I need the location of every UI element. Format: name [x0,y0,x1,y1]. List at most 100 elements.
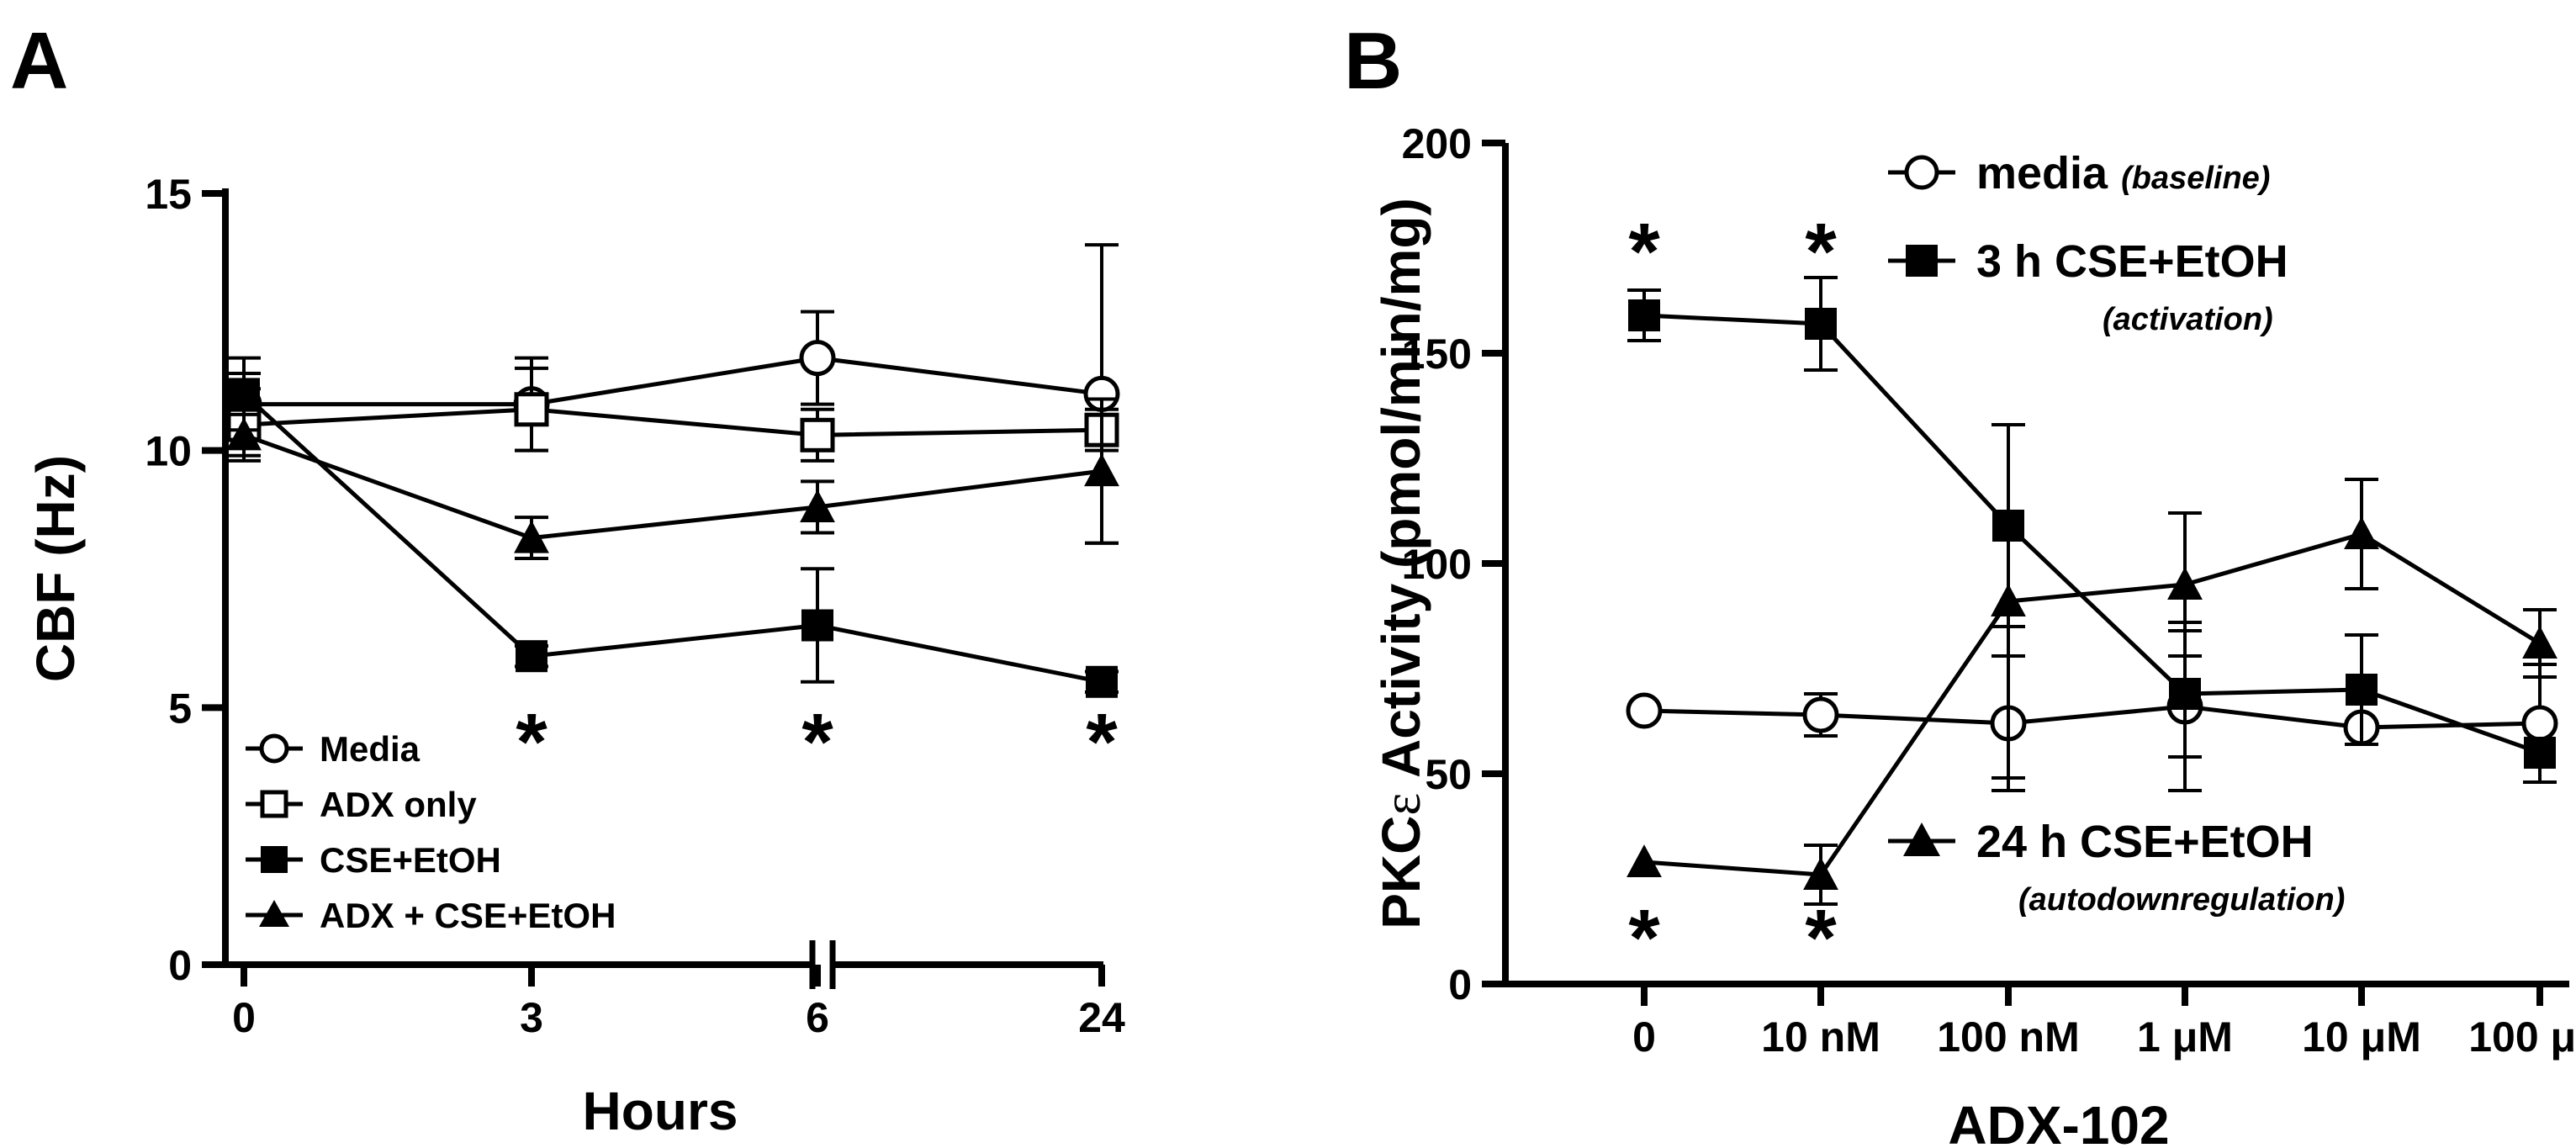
legend-a-adx-only: ADX only [246,785,477,824]
b-x-tick-label: 1 μM [2137,1013,2233,1061]
panel-a-ylabel: CBF (Hz) [25,455,86,682]
panel-b-xlabel: ADX-102 [1948,1095,2169,1148]
series-line [1643,532,2542,877]
panel-b-ylabel-prefix: PKC [1371,816,1431,929]
legend-b-media-label: media (baseline) [1976,148,2270,198]
b-x-tick-label: 100 μM [2468,1013,2576,1061]
legend-b-3h: 3 h CSE+EtOH (activation) [1888,236,2288,337]
b-x-tick-label: 10 nM [1761,1013,1880,1061]
a-x-tick-label: 24 [1078,994,1125,1041]
legend-a-adx-cse-etoh: ADX + CSE+EtOH [246,896,616,935]
data-point-filled-square [2169,678,2201,710]
legend-b-media-sub: (baseline) [2121,161,2270,196]
b-x-tick-label: 100 nM [1937,1013,2080,1061]
series-line [1643,704,2541,730]
legend-b-24h: 24 h CSE+EtOH (autodownregulation) [1888,817,2345,918]
series-line [242,392,1103,685]
legend-filled-triangle-marker [259,900,289,927]
series-line [243,407,1103,437]
series-line [244,356,1103,407]
series-line [243,432,1103,541]
legend-filled-triangle-marker [1903,823,1940,856]
legend-open-square-marker [260,790,288,818]
data-point-filled-square [801,609,833,642]
legend-a-media-label: Media [320,729,421,769]
legend-filled-square-marker [1906,245,1938,277]
panel-b-significance: * * * * [1628,207,1837,983]
legend-b-24h-sub: (autodownregulation) [2018,882,2345,918]
significance-star: * [1805,207,1837,297]
data-point-open-circle [2521,705,2558,742]
legend-a-adx-cse-etoh-label: ADX + CSE+EtOH [320,896,616,935]
panel-a-letter: A [10,16,68,106]
panel-a-axes [222,188,1103,989]
a-y-tick-label: 15 [145,171,192,218]
significance-star: * [1628,207,1660,297]
data-point-open-circle [1626,692,1663,729]
data-point-filled-square [2346,674,2378,706]
a-y-tick-label: 0 [168,942,192,989]
data-point-filled-square [1628,299,1660,331]
series-3-h-cse-etoh [1627,276,2556,769]
panel-b-ticks: 0 50 100 150 200 0 10 nM 100 nM 1 μM 10 μM 100 μM [1402,120,2576,1061]
a-y-tick-label: 10 [145,428,192,475]
panel-a-significance: * * * [516,697,1118,787]
data-point-filled-triangle [2522,626,2557,659]
data-point-filled-triangle [2344,516,2379,550]
legend-b-3h-sub: (activation) [2103,302,2273,337]
b-y-tick-label: 200 [1402,120,1472,167]
a-x-tick-label: 0 [232,994,256,1041]
a-x-tick-label: 6 [806,994,829,1041]
b-y-tick-label: 100 [1402,541,1472,588]
legend-b-24h-label: 24 h CSE+EtOH [1976,817,2314,867]
legend-filled-square-marker [261,846,288,873]
data-point-filled-triangle [226,417,262,451]
legend-open-circle-marker [259,733,289,764]
data-point-filled-triangle [1627,844,1662,878]
significance-star: * [516,697,547,787]
series-adx-cse-etoh [226,397,1119,561]
b-x-tick-label: 10 μM [2302,1013,2421,1061]
data-point-filled-triangle [2167,567,2203,600]
series-line [1643,313,2541,755]
panel-b-legend: media (baseline) 3 h CSE+EtOH (activation… [1888,148,2345,918]
data-point-open-circle [799,340,836,377]
panel-a-plot [225,243,1120,698]
legend-a-adx-only-label: ADX only [320,785,477,824]
data-point-filled-square [2524,737,2556,769]
data-point-open-circle [1802,696,1839,733]
significance-star: * [1086,697,1118,787]
a-y-tick-label: 5 [168,685,192,732]
panel-b-ylabel-epsilon: ε [1372,793,1431,816]
data-point-filled-square [516,640,547,673]
b-y-tick-label: 0 [1448,961,1472,1008]
panel-b-ylabel-suffix: Activity (pmol/min/mg) [1371,198,1431,793]
b-y-tick-label: 150 [1402,331,1472,378]
panel-a-ticks: 0 5 10 15 0 3 6 24 [145,171,1125,1041]
data-point-filled-square [228,378,260,410]
data-point-filled-triangle [800,489,835,522]
data-point-filled-triangle [514,520,549,553]
significance-star: * [1628,893,1660,983]
significance-star: * [1805,893,1837,983]
significance-star: * [801,697,833,787]
panel-a-legend: Media ADX only CSE+EtOH ADX + CSE+EtOH [246,729,616,935]
b-x-tick-label: 0 [1632,1013,1656,1061]
legend-a-cse-etoh-label: CSE+EtOH [320,840,501,880]
panel-a-xlabel: Hours [583,1081,738,1141]
b-y-tick-label: 50 [1425,751,1472,798]
legend-b-3h-label: 3 h CSE+EtOH [1976,236,2288,287]
data-point-filled-triangle [1803,857,1838,891]
data-point-filled-square [1805,308,1837,340]
data-point-filled-triangle [1084,453,1119,487]
data-point-filled-triangle [1991,584,2026,617]
data-point-open-square [800,417,835,452]
a-x-tick-label: 3 [520,994,543,1041]
series-media [1626,621,2558,792]
series-cse-etoh [227,356,1119,698]
panel-b-letter: B [1344,16,1402,106]
legend-a-cse-etoh: CSE+EtOH [246,840,501,880]
legend-open-circle-marker [1904,155,1939,190]
series-24-h-cse-etoh [1627,423,2557,906]
